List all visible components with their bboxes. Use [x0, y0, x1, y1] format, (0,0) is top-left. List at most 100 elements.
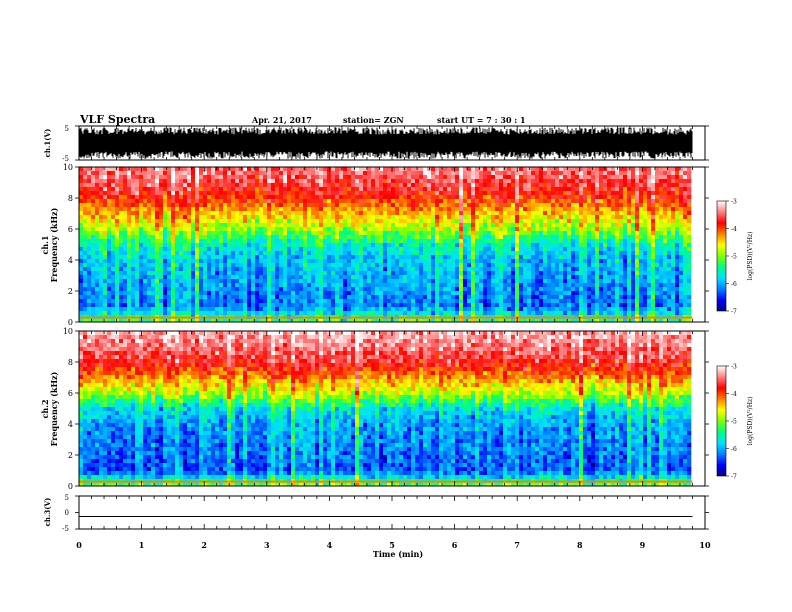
ch1-spectrogram-cell — [591, 215, 596, 220]
ch1-spectrogram-cell — [283, 187, 288, 192]
ch1-spectrogram-cell — [459, 227, 464, 232]
ch1-spectrogram-cell — [435, 275, 440, 280]
ch1-spectrogram-cell — [479, 191, 484, 196]
ch1-spectrogram-cell — [211, 267, 216, 272]
ch1-spectrogram-cell — [179, 203, 184, 208]
ch1-spectrogram-cell — [415, 263, 420, 268]
ch1-spectrogram-cell — [387, 183, 392, 188]
ch1-spectrogram-cell — [499, 267, 504, 272]
ch1-spectrogram-cell — [339, 271, 344, 276]
ch1-spectrogram-cell — [499, 223, 504, 228]
ch1-spectrogram-cell — [171, 271, 176, 276]
ch1-spectrogram-cell — [567, 215, 572, 220]
ch1-spectrogram-cell — [183, 231, 188, 236]
ch1-spectrogram-cell — [195, 207, 200, 212]
ch1-spectrogram-cell — [435, 247, 440, 252]
ch1-spectrogram-cell — [107, 179, 112, 184]
ch1-spectrogram-cell — [435, 195, 440, 200]
ch1-spectrogram-cell — [323, 215, 328, 220]
ch1-spectrogram-cell — [439, 179, 444, 184]
ch1-spectrogram-cell — [147, 231, 152, 236]
ch1-spectrogram-cell — [359, 211, 364, 216]
ch1-spectrogram-cell — [363, 255, 368, 260]
ch1-spectrogram-cell — [595, 203, 600, 208]
ch1-spectrogram-cell — [95, 235, 100, 240]
ch1-spectrogram-cell — [611, 223, 616, 228]
ch1-spectrogram-cell — [591, 255, 596, 260]
ch1-spectrogram-cell — [323, 235, 328, 240]
ch1-spectrogram-cell — [231, 267, 236, 272]
ch1-spectrogram-cell — [303, 259, 308, 264]
ch1-spectrogram-cell — [575, 223, 580, 228]
ch1-spectrogram-cell — [659, 211, 664, 216]
ch1-spectrogram-cell — [387, 275, 392, 280]
ch1-spectrogram-cell — [555, 191, 560, 196]
ch1-spectrogram-cell — [367, 199, 372, 204]
ch1-spectrogram-cell — [243, 219, 248, 224]
ch1-spectrogram-cell — [391, 243, 396, 248]
ch1-spectrogram-cell — [83, 259, 88, 264]
ch1-spectrogram-cell — [399, 171, 404, 176]
ch1-spectrogram-cell — [687, 267, 692, 272]
ch1-spectrogram-cell — [147, 263, 152, 268]
ch1-spectrogram-cell — [215, 183, 220, 188]
ch1-spectrogram-cell — [107, 175, 112, 180]
ch1-spectrogram-cell — [407, 195, 412, 200]
ch1-spectrogram-cell — [491, 259, 496, 264]
ch1-spectrogram-cell — [107, 247, 112, 252]
ch1-spectrogram-cell — [623, 239, 628, 244]
ch1-spectrogram-cell — [223, 247, 228, 252]
ch1-spectrogram-cell — [115, 235, 120, 240]
ch1-spectrogram-cell — [627, 247, 632, 252]
ch1-spectrogram-cell — [399, 235, 404, 240]
ch1-spectrogram-cell — [387, 255, 392, 260]
ch1-spectrogram-cell — [367, 195, 372, 200]
ch1-spectrogram-cell — [687, 271, 692, 276]
ch1-spectrogram-cell — [115, 247, 120, 252]
ch1-spectrogram-cell — [123, 223, 128, 228]
ch1-spectrogram-cell — [131, 271, 136, 276]
ch1-spectrogram-cell — [295, 219, 300, 224]
ch1-spectrogram-cell — [507, 187, 512, 192]
ch1-spectrogram-cell — [311, 255, 316, 260]
ch1-spectrogram-cell — [415, 227, 420, 232]
ch1-spectrogram-cell — [571, 219, 576, 224]
ch1-spectrogram-cell — [519, 179, 524, 184]
ch1-spectrogram-cell — [423, 271, 428, 276]
ch1-spectrogram-cell — [515, 255, 520, 260]
ch1-spectrogram-cell — [427, 199, 432, 204]
ch1-spectrogram-cell — [411, 231, 416, 236]
ch1-spectrogram-cell — [163, 167, 168, 172]
ch1-spectrogram-cell — [595, 255, 600, 260]
ch1-spectrogram-cell — [647, 231, 652, 236]
ch1-spectrogram-cell — [667, 215, 672, 220]
ch1-spectrogram-cell — [467, 195, 472, 200]
ch1-spectrogram-cell — [411, 187, 416, 192]
ch1-spectrogram-cell — [271, 179, 276, 184]
ch1-spectrogram-cell — [243, 247, 248, 252]
ch1-spectrogram-cell — [407, 203, 412, 208]
ch1-spectrogram-cell — [379, 215, 384, 220]
ch1-spectrogram-cell — [215, 207, 220, 212]
ch1-spectrogram-cell — [391, 263, 396, 268]
ch1-spectrogram-cell — [655, 219, 660, 224]
ch1-spectrogram-cell — [567, 255, 572, 260]
ch1-spectrogram-cell — [463, 223, 468, 228]
ch1-spectrogram-cell — [415, 231, 420, 236]
ch1-spectrogram-cell — [187, 271, 192, 276]
ch1-spectrogram-cell — [395, 247, 400, 252]
ch1-spectrogram-cell — [499, 235, 504, 240]
ch1-spectrogram-cell — [159, 183, 164, 188]
ch1-spectrogram-cell — [271, 167, 276, 172]
ch1-spectrogram-cell — [231, 219, 236, 224]
ch1-spectrogram-cell — [231, 183, 236, 188]
ch1-spectrogram-cell — [471, 183, 476, 188]
ch1-spectrogram-cell — [151, 195, 156, 200]
ch1-spectrogram-cell — [475, 171, 480, 176]
ch1-spectrogram-cell — [247, 175, 252, 180]
ch1-spectrogram-cell — [479, 215, 484, 220]
ch1-spectrogram-cell — [103, 259, 108, 264]
ch1-spectrogram-cell — [471, 223, 476, 228]
ch1-spectrogram-cell — [307, 167, 312, 172]
ch1-spectrogram-cell — [367, 251, 372, 256]
